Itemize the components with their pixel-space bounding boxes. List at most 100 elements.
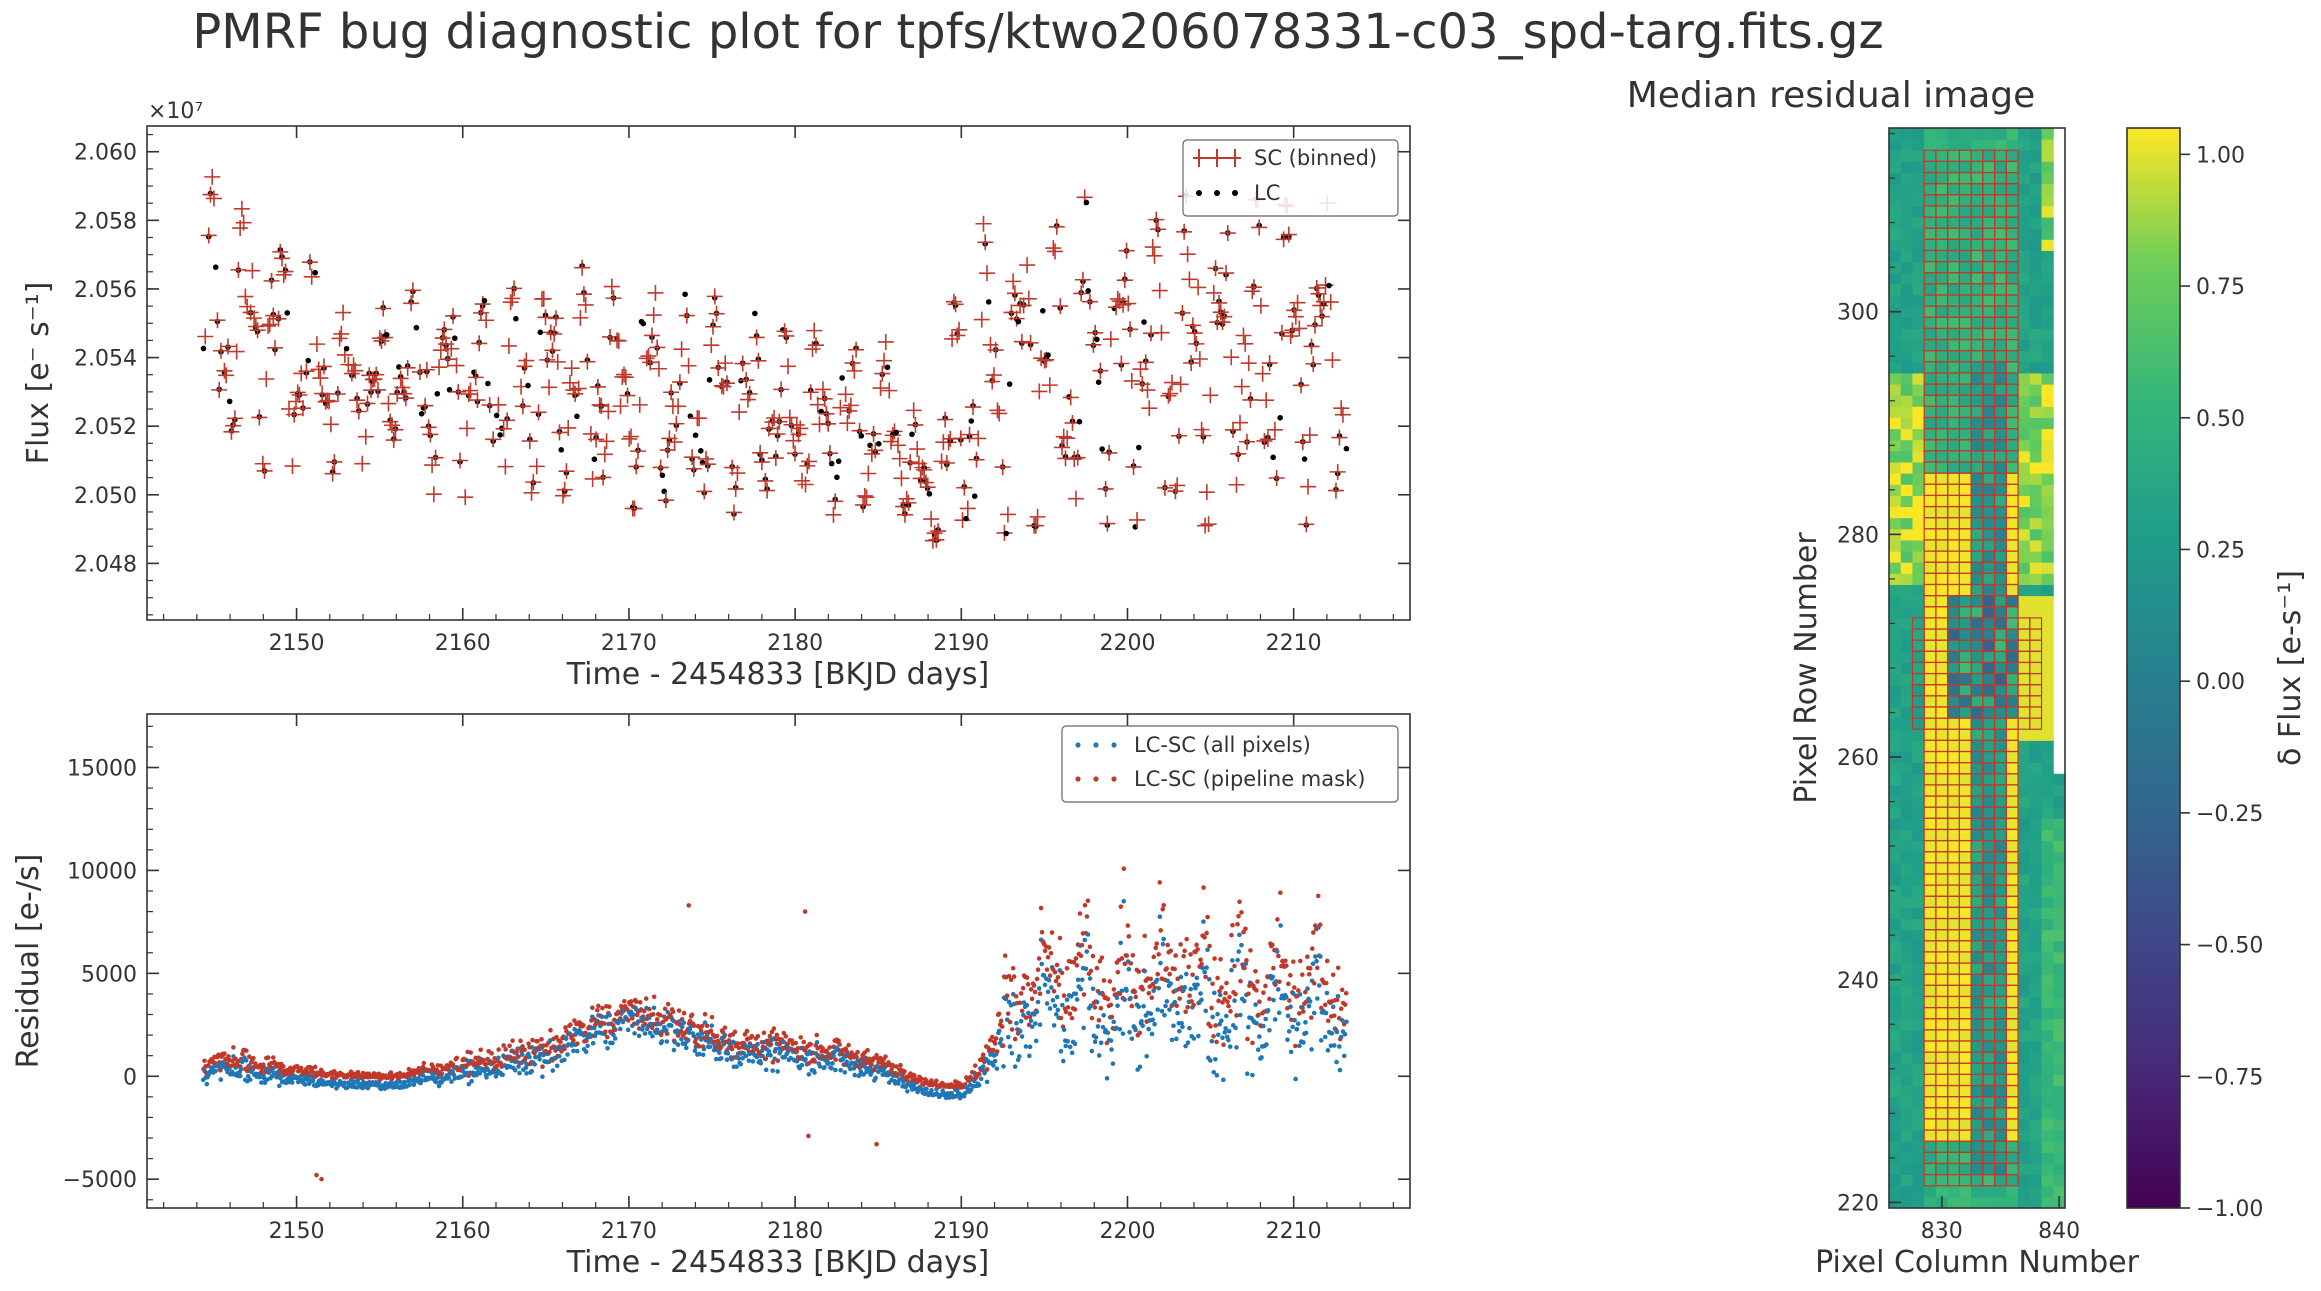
sc-marker xyxy=(1219,225,1236,242)
sc-marker xyxy=(916,461,933,478)
all-pixels-point xyxy=(679,1024,685,1030)
pipeline-mask-point xyxy=(1122,961,1128,967)
pipeline-mask-point xyxy=(846,1042,851,1048)
heatmap-cell xyxy=(1912,450,1925,463)
heatmap-cell xyxy=(1900,862,1913,875)
sc-marker xyxy=(708,305,725,322)
all-pixels-point xyxy=(436,1083,442,1089)
heatmap-cell xyxy=(1947,473,1960,485)
sc-marker xyxy=(977,234,994,251)
pipeline-mask-point xyxy=(833,1057,838,1062)
all-pixels-point xyxy=(654,1027,660,1033)
all-pixels-point xyxy=(533,1054,538,1060)
heatmap-cell xyxy=(1935,1040,1949,1053)
heatmap-cell xyxy=(1924,562,1937,574)
heatmap-cell xyxy=(1935,295,1949,307)
heatmap-cell xyxy=(1947,740,1960,753)
heatmap-cell xyxy=(1900,462,1913,474)
sc-marker xyxy=(970,430,987,447)
heatmap-cell xyxy=(1924,551,1937,563)
pipeline-mask-point xyxy=(1248,948,1253,953)
all-pixels-point xyxy=(1118,940,1123,946)
heatmap-cell xyxy=(1900,918,1913,931)
heatmap-cell xyxy=(1889,562,1902,574)
sc-marker xyxy=(706,288,723,305)
all-pixels-point xyxy=(620,1019,626,1025)
all-pixels-point xyxy=(1219,1018,1224,1024)
sc-marker xyxy=(347,362,364,379)
pipeline-mask-point xyxy=(492,1055,497,1061)
sc-marker xyxy=(731,404,748,421)
pipeline-mask-point xyxy=(607,1004,612,1009)
all-pixels-point xyxy=(1068,994,1074,999)
heatmap-cell xyxy=(1924,751,1937,764)
heatmap-cell xyxy=(1889,150,1902,162)
all-pixels-point xyxy=(1292,1017,1297,1023)
heatmap-cell xyxy=(1935,640,1949,652)
sc-marker xyxy=(286,406,303,423)
sc-marker xyxy=(1268,470,1285,487)
all-pixels-point xyxy=(477,1071,483,1076)
pipeline-mask-point xyxy=(621,998,627,1004)
sc-marker xyxy=(750,352,767,369)
heatmap-cell xyxy=(1924,796,1937,808)
heatmap-cell xyxy=(1912,1163,1925,1176)
pipeline-mask-point xyxy=(761,1030,767,1036)
all-pixels-point xyxy=(863,1065,868,1070)
all-pixels-point xyxy=(310,1078,316,1084)
sc-marker xyxy=(321,393,338,410)
sc-marker xyxy=(424,457,441,474)
pipeline-mask-point xyxy=(1128,961,1134,966)
all-pixels-point xyxy=(1278,923,1283,928)
flux-x-tick-label: 2170 xyxy=(601,631,657,656)
all-pixels-point xyxy=(603,1039,608,1045)
sc-marker xyxy=(1251,219,1268,236)
sc-marker xyxy=(205,190,222,207)
pipeline-mask-point xyxy=(1217,988,1222,994)
all-pixels-point xyxy=(1079,977,1085,983)
sc-marker xyxy=(1081,293,1098,310)
heatmap-cell xyxy=(1924,1107,1937,1120)
all-pixels-point xyxy=(740,1055,745,1061)
heatmap-cell xyxy=(1912,350,1925,363)
heatmap-cell xyxy=(1900,996,1913,1009)
heatmap-cell xyxy=(1900,829,1913,842)
all-pixels-point xyxy=(1311,1010,1317,1016)
all-pixels-point xyxy=(775,1069,780,1074)
heatmap-cell xyxy=(1889,907,1902,920)
all-pixels-point xyxy=(243,1058,249,1063)
pipeline-mask-point xyxy=(1296,988,1301,993)
heatmap-cell xyxy=(1947,940,1960,953)
heatmap-cell xyxy=(1924,807,1937,819)
all-pixels-point xyxy=(289,1080,295,1085)
sc-marker xyxy=(298,363,315,380)
heatmap-cell xyxy=(1889,695,1902,708)
sc-marker xyxy=(1055,428,1072,445)
heatmap-cell xyxy=(1935,974,1949,986)
lc-point xyxy=(752,310,758,317)
sc-marker xyxy=(598,433,615,450)
heatmap-cell xyxy=(1947,450,1960,463)
pipeline-mask-point xyxy=(749,1033,755,1039)
all-pixels-point xyxy=(1325,1048,1331,1053)
heatmap-cell xyxy=(1935,1007,1949,1020)
sc-marker xyxy=(844,355,861,372)
all-pixels-point xyxy=(1114,995,1120,1001)
sc-marker xyxy=(1181,271,1198,288)
heatmap-cell xyxy=(1912,306,1925,318)
residual-axes: 2150 2160 2170 2180 2190 2200 2210−50000500010… xyxy=(63,714,1410,1244)
all-pixels-point xyxy=(1055,1007,1061,1013)
heatmap-cell xyxy=(1912,361,1925,374)
heatmap-cell xyxy=(1912,751,1925,764)
sc-marker xyxy=(448,357,465,374)
heatmap-cell xyxy=(1935,918,1949,931)
sc-marker xyxy=(900,494,917,511)
pipeline-mask-point xyxy=(665,1001,671,1007)
heatmap-cell xyxy=(1889,629,1902,641)
heatmap-cell xyxy=(1900,161,1913,174)
sc-marker xyxy=(1231,414,1248,431)
pipeline-mask-point xyxy=(1276,953,1281,959)
heatmap-cell xyxy=(1889,1130,1902,1142)
all-pixels-point xyxy=(1113,1025,1119,1031)
pipeline-mask-point xyxy=(1228,1009,1233,1014)
